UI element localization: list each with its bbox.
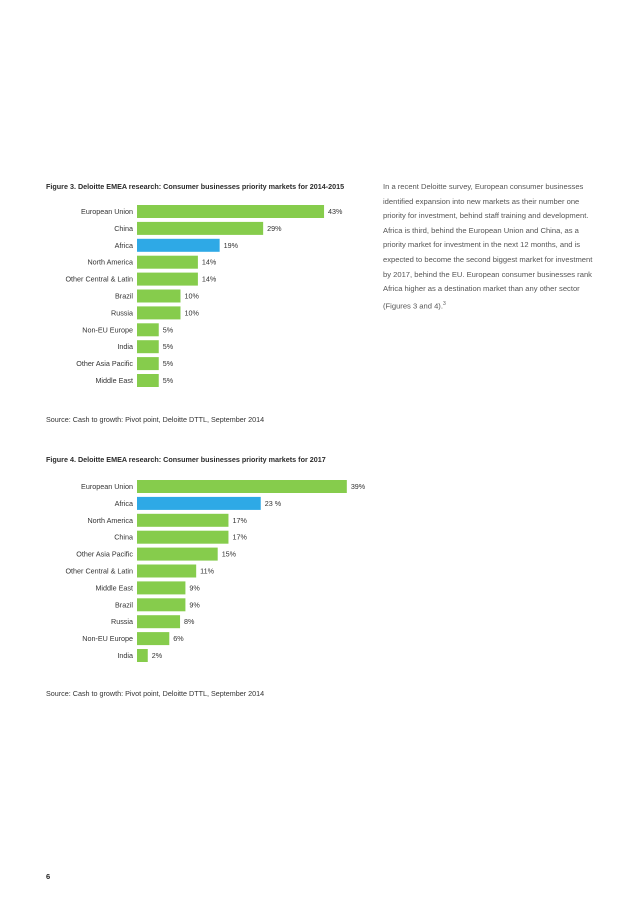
- category-label: European Union: [81, 207, 133, 216]
- figure-4-title: Figure 4. Deloitte EMEA research: Consum…: [46, 455, 326, 464]
- value-label: 9%: [189, 600, 200, 609]
- figure-3-bar-chart: European Union 43% China 29% Africa 19% North …: [65, 205, 343, 387]
- bar: [137, 357, 159, 371]
- bar: [137, 221, 264, 235]
- bar: [137, 323, 159, 337]
- page-number: 6: [46, 872, 51, 881]
- category-label: China: [114, 224, 133, 233]
- value-label: 2%: [152, 651, 163, 660]
- value-label: 39%: [351, 482, 366, 491]
- category-label: Other Central & Latin: [65, 567, 133, 576]
- bar: [137, 564, 197, 578]
- category-label: Middle East: [95, 376, 133, 385]
- bar: [137, 615, 181, 629]
- bar: [137, 289, 181, 303]
- bar: [137, 340, 159, 354]
- category-label: Brazil: [115, 600, 133, 609]
- value-label: 5%: [163, 376, 174, 385]
- bar: [137, 581, 186, 595]
- value-label: 5%: [163, 359, 174, 368]
- bar: [137, 598, 186, 612]
- figure-3-title: Figure 3. Deloitte EMEA research: Consum…: [46, 182, 345, 191]
- value-label: 5%: [163, 325, 174, 334]
- category-label: Russia: [111, 308, 133, 317]
- value-label: 11%: [200, 567, 214, 576]
- category-label: Other Central & Latin: [65, 275, 133, 284]
- body-paragraph: In a recent Deloitte survey, European co…: [383, 180, 593, 314]
- bar: [137, 632, 170, 646]
- category-label: Non-EU Europe: [82, 325, 133, 334]
- category-label: Non-EU Europe: [82, 634, 133, 643]
- category-label: Brazil: [115, 292, 133, 301]
- category-label: Middle East: [95, 583, 133, 592]
- figure-4-bar-chart: European Union 39% Africa 23 % North America…: [65, 480, 366, 662]
- category-label: India: [117, 342, 133, 351]
- bar: [137, 205, 325, 218]
- category-label: China: [114, 533, 133, 542]
- bar: [137, 496, 261, 510]
- value-label: 14%: [202, 275, 217, 284]
- value-label: 9%: [189, 583, 200, 592]
- bar: [137, 374, 159, 387]
- category-label: North America: [87, 258, 133, 267]
- bar: [137, 272, 198, 286]
- category-label: Africa: [115, 499, 133, 508]
- category-label: India: [117, 651, 133, 660]
- category-label: Other Asia Pacific: [76, 550, 133, 559]
- value-label: 15%: [222, 550, 237, 559]
- category-label: North America: [87, 516, 133, 525]
- value-label: 6%: [173, 634, 184, 643]
- bar: [137, 306, 181, 320]
- category-label: European Union: [81, 482, 133, 491]
- value-label: 43%: [328, 207, 343, 216]
- bar: [137, 513, 229, 527]
- category-label: Other Asia Pacific: [76, 359, 133, 368]
- value-label: 10%: [185, 308, 200, 317]
- value-label: 17%: [232, 533, 247, 542]
- value-label: 23 %: [265, 499, 282, 508]
- bar: [137, 480, 347, 493]
- bar: [137, 530, 229, 544]
- value-label: 5%: [163, 342, 174, 351]
- value-label: 19%: [224, 241, 239, 250]
- value-label: 10%: [185, 292, 200, 301]
- bar: [137, 238, 220, 252]
- value-label: 29%: [267, 224, 282, 233]
- category-label: Russia: [111, 617, 133, 626]
- category-label: Africa: [115, 241, 133, 250]
- bar: [137, 649, 148, 662]
- figure-4-source: Source: Cash to growth: Pivot point, Del…: [46, 689, 265, 698]
- bar: [137, 547, 218, 561]
- footnote-reference: 3: [442, 300, 446, 307]
- value-label: 8%: [184, 617, 195, 626]
- value-label: 17%: [232, 516, 247, 525]
- body-paragraph-text: In a recent Deloitte survey, European co…: [383, 182, 593, 311]
- figure-3-source: Source: Cash to growth: Pivot point, Del…: [46, 415, 265, 424]
- value-label: 14%: [202, 258, 217, 267]
- bar: [137, 255, 198, 269]
